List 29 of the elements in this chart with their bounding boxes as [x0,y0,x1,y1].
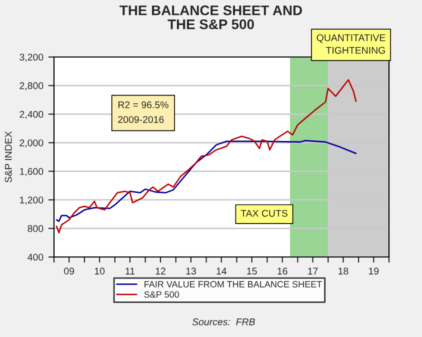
x-tick-label: 12 [156,268,166,274]
line-series [56,79,357,234]
y-tick-label: 1,200 [20,196,44,205]
x-tick-label: 13 [186,268,196,275]
y-tick-label: 400 [28,254,44,261]
x-tick-label: 17 [308,268,318,274]
x-tick-label: 10 [94,268,105,275]
y-axis-title: S&P INDEX [4,131,12,182]
y-tick-label: 3,200 [20,54,44,62]
x-tick-label: 15 [247,268,257,275]
x-tick-label: 09 [64,268,74,275]
legend-label: S&P 500 [144,291,179,298]
band-label: QUANTITATIVE TIGHTENING [316,34,386,54]
x-tick-label: 14 [216,268,226,274]
annotation: R2 = 96.5% 2009-2016 [118,101,168,123]
y-tick-label: 2,800 [20,82,44,90]
source-note: Sources: FRB [192,318,255,326]
y-tick-label: 1,600 [20,168,44,176]
y-tick-label: 800 [28,225,44,232]
x-tick-label: 19 [368,268,379,275]
band-label: TAX CUTS [240,210,288,217]
legend-label: FAIR VALUE FROM THE BALANCE SHEET [144,281,322,288]
y-tick-label: 2,000 [20,139,44,148]
chart-title: THE BALANCE SHEET AND THE S&P 500 [120,5,302,30]
x-tick-label: 11 [126,268,135,274]
line-series [56,140,357,222]
y-tick-label: 2,400 [20,110,44,119]
x-tick-label: 16 [278,268,288,275]
x-tick-label: 18 [338,268,348,275]
